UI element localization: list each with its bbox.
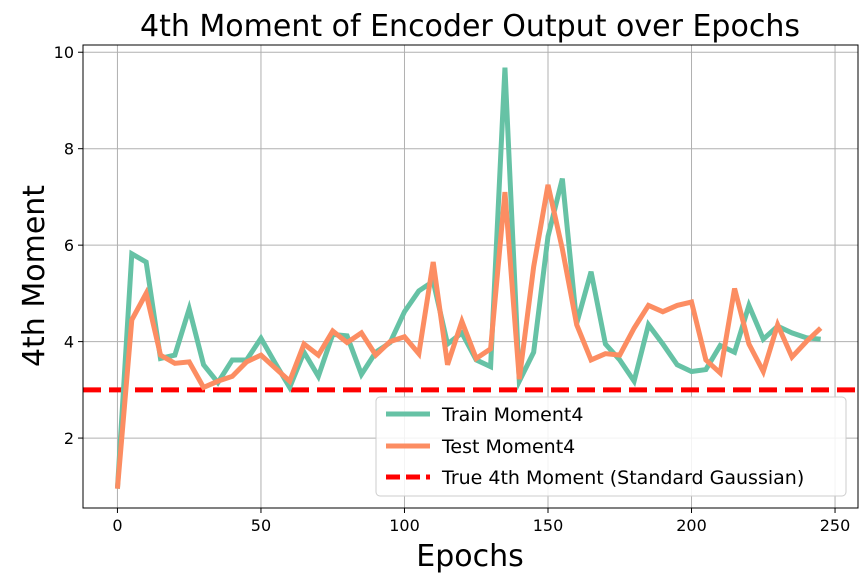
- legend-box: [375, 396, 847, 497]
- chart-title: 4th Moment of Encoder Output over Epochs: [140, 9, 800, 44]
- y-tick-label: 8: [64, 140, 74, 159]
- series-layer: [114, 67, 823, 489]
- y-tick-label: 6: [64, 236, 74, 255]
- legend: Train Moment4 Test Moment4 True 4th Mome…: [375, 396, 847, 497]
- series-line-test: [114, 184, 823, 489]
- x-tick-label: 200: [676, 516, 707, 535]
- y-tick-label: 10: [54, 43, 74, 62]
- x-tick-label: 0: [112, 516, 122, 535]
- legend-label-train: Train Moment4: [441, 404, 583, 426]
- plot-frame: [82, 44, 859, 509]
- x-tick-label: 250: [820, 516, 851, 535]
- y-tick-label: 2: [64, 429, 74, 448]
- tick-labels: 0 50 100 150 200 250 2 4 6 8 10: [54, 43, 851, 535]
- legend-label-reference: True 4th Moment (Standard Gaussian): [441, 467, 804, 489]
- x-axis-label: Epochs: [416, 539, 524, 574]
- x-tick-label: 100: [389, 516, 420, 535]
- y-axis-label: 4th Moment: [17, 185, 52, 367]
- x-tick-label: 150: [533, 516, 564, 535]
- grid-lines: [83, 45, 858, 508]
- x-tick-label: 50: [251, 516, 271, 535]
- legend-label-test: Test Moment4: [441, 436, 575, 458]
- y-tick-label: 4: [64, 333, 74, 352]
